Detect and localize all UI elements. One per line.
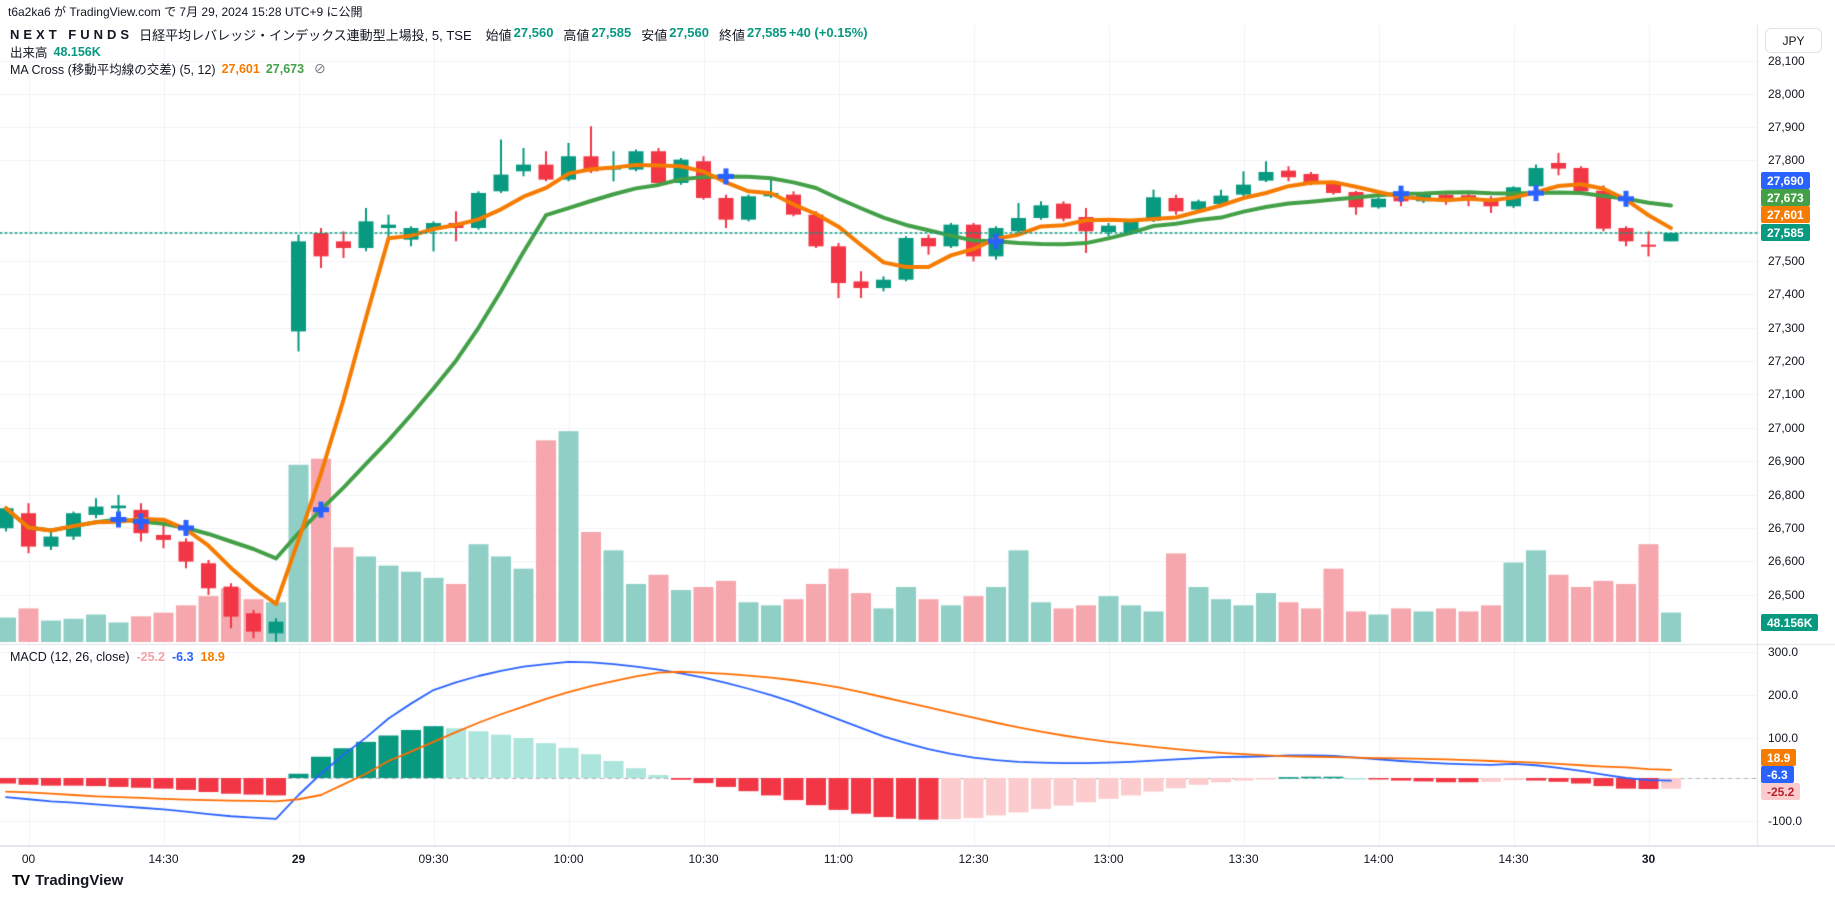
price-tick-label: 26,600 [1768,554,1805,568]
price-tick-label: 28,000 [1768,87,1805,101]
open-value: 27,560 [513,25,554,40]
chart-legend: NEXT FUNDS 日経平均レバレッジ・インデックス連動型上場投, 5, TS… [10,25,868,77]
macd-line-value: -6.3 [171,650,194,664]
price-badge: 27,690 [1761,172,1810,189]
time-tick-label: 13:00 [1093,852,1124,866]
close-value: 27,585 [747,25,787,40]
price-tick-label: 26,700 [1768,521,1805,535]
low-label: 安値 [641,28,668,43]
price-tick-label: 27,300 [1768,321,1805,335]
time-tick-label: 12:30 [958,852,989,866]
price-tick-label: 27,500 [1768,254,1805,268]
price-tick-label: 26,500 [1768,588,1805,602]
price-badge: 27,585 [1761,224,1810,241]
ma-slow-value: 27,673 [265,61,305,76]
time-tick-label: 30 [1641,852,1656,866]
time-tick-label: 10:00 [553,852,584,866]
high-label: 高値 [563,28,590,43]
price-tick-label: 27,000 [1768,421,1805,435]
price-tick-label: 27,400 [1768,287,1805,301]
macd-legend: MACD (12, 26, close) -25.2 -6.3 18.9 [10,650,225,664]
macd-badge: -25.2 [1761,783,1801,800]
time-axis[interactable]: 00 14:30 29 09:30 10:00 10:30 11:00 12:30 13:00 1… [0,846,1835,870]
ma-fast-value: 27,601 [221,61,260,76]
price-tick-label: 26,800 [1768,488,1805,502]
time-tick-label: 29 [291,852,306,866]
low-value: 27,560 [669,25,709,40]
price-tick-label: 26,900 [1768,454,1805,468]
tradingview-logo-text: TradingView [35,872,124,889]
time-tick-label: 14:30 [1498,852,1529,866]
macd-tick-label: -100.0 [1768,814,1803,828]
publish-line: t6a2ka6 が TradingView.com で 7月 29, 2024 … [8,5,363,19]
price-tick-label: 27,900 [1768,120,1805,134]
price-tick-label: 27,100 [1768,387,1805,401]
change-value: +40 (+0.15%) [788,25,868,40]
time-tick-label: 13:30 [1228,852,1259,866]
price-badge: 27,673 [1761,189,1810,206]
time-tick-label: 14:30 [148,852,179,866]
volume-row: 出来高 48.156K [10,43,868,61]
close-label: 終値 [718,28,745,43]
time-tick-label: 14:00 [1363,852,1394,866]
price-badge: 27,601 [1761,206,1810,223]
symbol-row: NEXT FUNDS 日経平均レバレッジ・インデックス連動型上場投, 5, TS… [10,25,868,44]
tradingview-logo-icon: TV [12,872,30,889]
price-tick-label: 27,200 [1768,354,1805,368]
tradingview-logo[interactable]: TV TradingView [12,872,123,889]
open-label: 始値 [485,28,512,43]
macd-signal-value: 18.9 [200,650,225,664]
time-tick-label: 00 [21,852,36,866]
hide-indicator-icon[interactable]: ⊘ [314,60,326,76]
macd-title[interactable]: MACD (12, 26, close) [10,650,130,664]
time-tick-label: 09:30 [418,852,449,866]
volume-value: 48.156K [53,44,101,59]
ma-cross-title[interactable]: MA Cross (移動平均線の交差) (5, 12) [10,63,216,77]
price-tick-label: 27,800 [1768,153,1805,167]
symbol-name[interactable]: NEXT FUNDS [10,27,134,42]
macd-tick-label: 100.0 [1768,731,1799,745]
ma-cross-row: MA Cross (移動平均線の交差) (5, 12) 27,601 27,67… [10,60,868,77]
volume-label: 出来高 [10,46,48,60]
time-tick-label: 11:00 [823,852,854,866]
price-tick-label: 28,100 [1768,54,1805,68]
macd-tick-label: 200.0 [1768,688,1799,702]
high-value: 27,585 [591,25,632,40]
macd-badge: -6.3 [1761,766,1794,783]
symbol-description: 日経平均レバレッジ・インデックス連動型上場投, 5, TSE [139,28,472,43]
macd-tick-label: 300.0 [1768,645,1799,659]
time-tick-label: 10:30 [688,852,719,866]
macd-hist-value: -25.2 [136,650,165,664]
volume-badge: 48.156K [1761,614,1819,631]
price-axis[interactable]: 28,100 28,000 27,900 27,800 27,500 27,400 27,3… [1758,25,1835,868]
currency-button[interactable]: JPY [1765,28,1822,53]
ohlc-values: 始値 27,560 高値 27,585 安値 27,560 終値 27,585 … [478,25,868,44]
macd-badge: 18.9 [1761,749,1797,766]
